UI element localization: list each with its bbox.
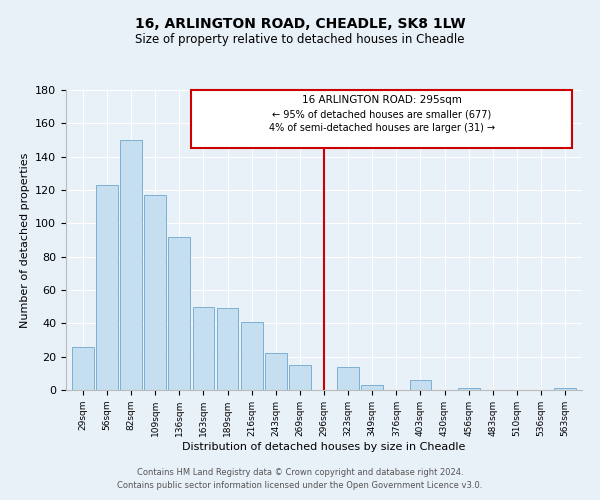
Bar <box>169 236 190 390</box>
Text: ← 95% of detached houses are smaller (677): ← 95% of detached houses are smaller (67… <box>272 109 491 119</box>
Bar <box>289 365 311 390</box>
Bar <box>458 388 479 390</box>
Bar <box>337 366 359 390</box>
Text: 16, ARLINGTON ROAD, CHEADLE, SK8 1LW: 16, ARLINGTON ROAD, CHEADLE, SK8 1LW <box>134 18 466 32</box>
Bar <box>217 308 238 390</box>
Text: Size of property relative to detached houses in Cheadle: Size of property relative to detached ho… <box>135 32 465 46</box>
Bar <box>410 380 431 390</box>
Bar <box>265 354 287 390</box>
FancyBboxPatch shape <box>191 90 572 148</box>
Bar <box>72 346 94 390</box>
Bar <box>554 388 576 390</box>
Text: 16 ARLINGTON ROAD: 295sqm: 16 ARLINGTON ROAD: 295sqm <box>302 95 462 105</box>
Bar <box>361 385 383 390</box>
Y-axis label: Number of detached properties: Number of detached properties <box>20 152 29 328</box>
Text: Contains HM Land Registry data © Crown copyright and database right 2024.: Contains HM Land Registry data © Crown c… <box>137 468 463 477</box>
Bar <box>241 322 263 390</box>
X-axis label: Distribution of detached houses by size in Cheadle: Distribution of detached houses by size … <box>182 442 466 452</box>
Bar <box>96 185 118 390</box>
Bar <box>193 306 214 390</box>
Text: 4% of semi-detached houses are larger (31) →: 4% of semi-detached houses are larger (3… <box>269 124 495 134</box>
Text: Contains public sector information licensed under the Open Government Licence v3: Contains public sector information licen… <box>118 480 482 490</box>
Bar <box>145 195 166 390</box>
Bar <box>120 140 142 390</box>
